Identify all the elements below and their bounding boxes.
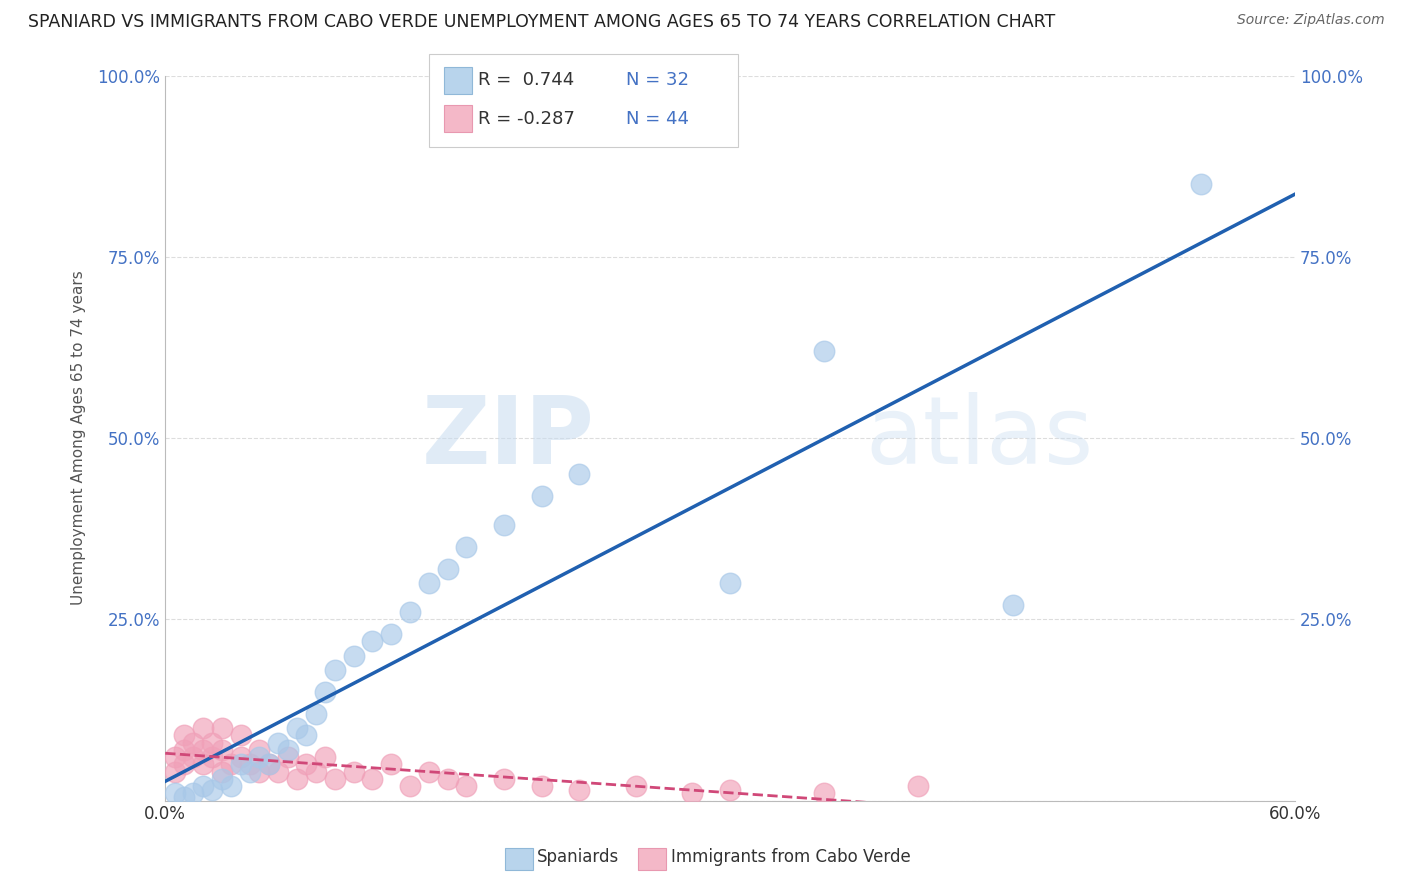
Point — [229, 750, 252, 764]
Point — [380, 627, 402, 641]
Point — [907, 779, 929, 793]
Text: Source: ZipAtlas.com: Source: ZipAtlas.com — [1237, 13, 1385, 28]
Point — [624, 779, 647, 793]
Text: Immigrants from Cabo Verde: Immigrants from Cabo Verde — [671, 848, 911, 866]
Point — [277, 750, 299, 764]
Point — [201, 750, 224, 764]
Point — [494, 518, 516, 533]
Text: N = 44: N = 44 — [626, 110, 689, 128]
Point — [323, 663, 346, 677]
Point — [682, 786, 704, 800]
Point — [191, 779, 214, 793]
Point — [380, 757, 402, 772]
Point — [163, 764, 186, 779]
Point — [718, 576, 741, 591]
Point — [211, 772, 233, 786]
Point — [183, 750, 205, 764]
Point — [173, 743, 195, 757]
Text: atlas: atlas — [866, 392, 1094, 484]
Point — [183, 736, 205, 750]
Point — [813, 786, 835, 800]
Point — [219, 757, 242, 772]
Point — [257, 757, 280, 772]
Point — [418, 764, 440, 779]
Point — [530, 779, 553, 793]
Point — [191, 721, 214, 735]
Text: Spaniards: Spaniards — [537, 848, 619, 866]
Point — [219, 779, 242, 793]
Point — [247, 764, 270, 779]
Point — [323, 772, 346, 786]
Point — [239, 764, 262, 779]
Point — [314, 750, 336, 764]
Point — [1001, 598, 1024, 612]
Point — [530, 489, 553, 503]
Point — [399, 605, 422, 619]
Point — [456, 540, 478, 554]
Point — [361, 634, 384, 648]
Point — [267, 764, 290, 779]
Point — [163, 750, 186, 764]
Text: R =  0.744: R = 0.744 — [478, 71, 574, 89]
Point — [285, 721, 308, 735]
Point — [295, 757, 318, 772]
Point — [1189, 178, 1212, 192]
Point — [456, 779, 478, 793]
Point — [247, 743, 270, 757]
Point — [494, 772, 516, 786]
Point — [211, 721, 233, 735]
Point — [342, 764, 364, 779]
Point — [257, 757, 280, 772]
Point — [568, 467, 591, 482]
Point — [247, 750, 270, 764]
Point — [173, 728, 195, 742]
Point — [418, 576, 440, 591]
Point — [211, 764, 233, 779]
Point — [267, 736, 290, 750]
Y-axis label: Unemployment Among Ages 65 to 74 years: Unemployment Among Ages 65 to 74 years — [72, 270, 86, 606]
Point — [191, 743, 214, 757]
Point — [718, 782, 741, 797]
Point — [399, 779, 422, 793]
Text: SPANIARD VS IMMIGRANTS FROM CABO VERDE UNEMPLOYMENT AMONG AGES 65 TO 74 YEARS CO: SPANIARD VS IMMIGRANTS FROM CABO VERDE U… — [28, 13, 1056, 31]
Point — [436, 561, 458, 575]
Point — [201, 736, 224, 750]
Point — [568, 782, 591, 797]
Point — [813, 344, 835, 359]
Point — [173, 789, 195, 804]
Point — [295, 728, 318, 742]
Point — [277, 743, 299, 757]
Point — [305, 706, 328, 721]
Text: R = -0.287: R = -0.287 — [478, 110, 575, 128]
Point — [436, 772, 458, 786]
Point — [191, 757, 214, 772]
Point — [239, 757, 262, 772]
Point — [342, 648, 364, 663]
Point — [183, 786, 205, 800]
Text: N = 32: N = 32 — [626, 71, 689, 89]
Point — [201, 782, 224, 797]
Point — [361, 772, 384, 786]
Point — [229, 728, 252, 742]
Point — [229, 757, 252, 772]
Point — [314, 685, 336, 699]
Text: ZIP: ZIP — [422, 392, 595, 484]
Point — [163, 786, 186, 800]
Point — [173, 757, 195, 772]
Point — [285, 772, 308, 786]
Point — [305, 764, 328, 779]
Point — [211, 743, 233, 757]
